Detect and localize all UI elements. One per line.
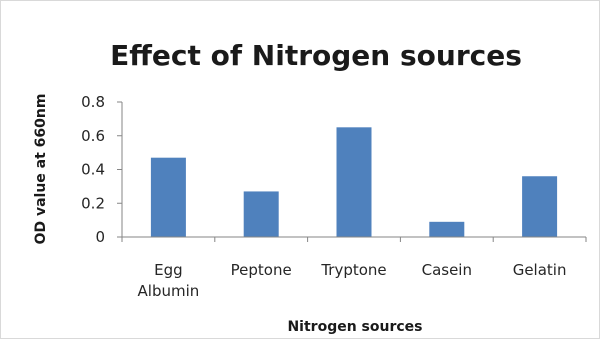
y-tick-label: 0.8: [81, 93, 105, 111]
x-category-label: Gelatin: [513, 261, 567, 279]
x-axis-title: Nitrogen sources: [287, 319, 422, 335]
x-category-label: Peptone: [231, 261, 292, 279]
bar: [243, 191, 279, 237]
chart-title: Effect of Nitrogen sources: [110, 39, 522, 72]
bar: [336, 127, 372, 237]
y-axis-title: OD value at 660nm: [33, 94, 49, 245]
bar: [429, 221, 465, 237]
y-tick-label: 0: [95, 228, 105, 246]
y-tick-label: 0.2: [81, 194, 105, 212]
bar: [522, 176, 558, 237]
y-tick-label: 0.4: [81, 161, 105, 179]
x-axis-categories: Egg Albumin Peptone Tryptone Casein Gelatin: [138, 261, 567, 300]
x-category-label: Albumin: [138, 282, 200, 300]
x-category-label: Egg: [154, 261, 183, 279]
bar: [150, 157, 186, 237]
y-axis-ticks: 0 0.2 0.4 0.6 0.8: [81, 93, 122, 246]
bar-series: [150, 127, 558, 237]
y-tick-label: 0.6: [81, 127, 105, 145]
axes: [121, 102, 587, 242]
x-category-label: Casein: [422, 261, 472, 279]
x-category-label: Tryptone: [320, 261, 386, 279]
